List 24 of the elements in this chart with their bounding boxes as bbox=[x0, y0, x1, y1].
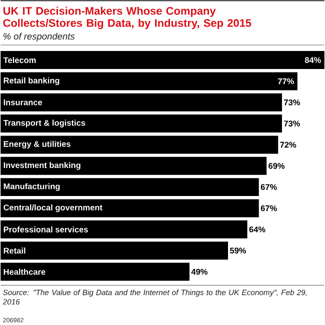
y-tick-label: Retail bbox=[4, 248, 26, 254]
data-label: 64% bbox=[249, 226, 266, 232]
data-label: 59% bbox=[230, 248, 246, 254]
chart-subtitle: % of respondents bbox=[3, 32, 75, 42]
y-tick-label: Healthcare bbox=[4, 268, 46, 275]
data-label: 67% bbox=[260, 184, 277, 190]
data-label: 73% bbox=[284, 100, 300, 106]
y-tick-label: Retail banking bbox=[4, 77, 60, 86]
y-tick-label: Energy & utilities bbox=[4, 140, 70, 149]
chart-title: UK IT Decision-Makers Whose Company Collects/Stores Big Data, by Industry, Sep 2015 bbox=[3, 6, 252, 30]
y-tick-label: Investment banking bbox=[4, 162, 80, 170]
data-label: 49% bbox=[191, 268, 208, 275]
data-label: 67% bbox=[260, 205, 277, 212]
y-tick-label: Professional services bbox=[4, 226, 88, 233]
y-tick-label: Insurance bbox=[4, 100, 42, 106]
data-label: 77% bbox=[278, 78, 294, 84]
y-tick-label: Telecom bbox=[3, 57, 36, 64]
data-label: 69% bbox=[268, 163, 285, 169]
y-tick-label: Manufacturing bbox=[4, 183, 60, 192]
y-tick-label: Central/local government bbox=[4, 204, 102, 212]
data-label: 73% bbox=[284, 120, 300, 127]
data-label: 84% bbox=[304, 57, 321, 64]
data-label: 72% bbox=[280, 142, 296, 148]
y-tick-label: Transport & logistics bbox=[3, 120, 86, 128]
